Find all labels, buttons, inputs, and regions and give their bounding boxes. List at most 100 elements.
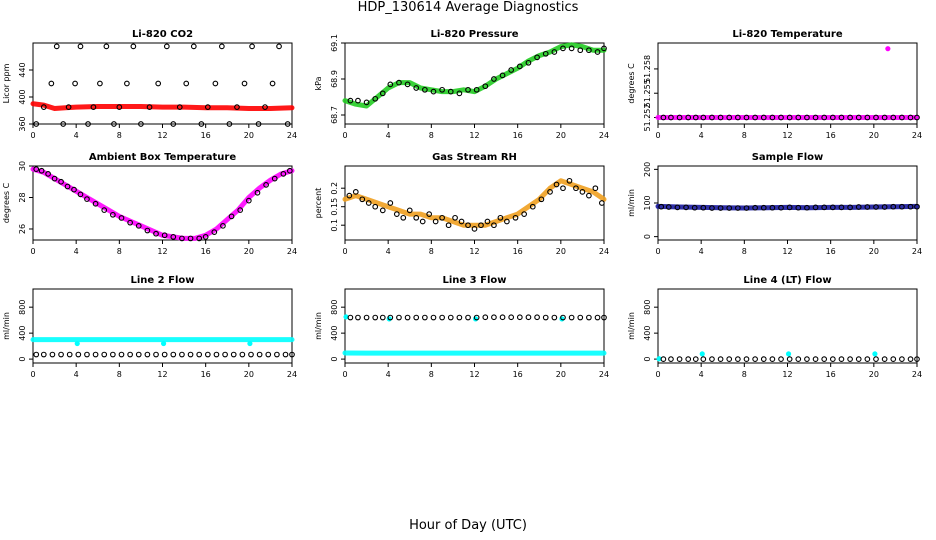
data-point — [413, 214, 420, 221]
data-point — [594, 49, 601, 55]
data-point — [743, 356, 750, 362]
y-axis-label: percent — [314, 188, 323, 219]
y-tick-label: 0 — [643, 357, 652, 362]
data-point — [534, 314, 540, 321]
data-point — [482, 314, 489, 321]
data-point — [881, 114, 888, 121]
x-tick-label: 20 — [869, 247, 879, 256]
x-tick-label: 4 — [699, 247, 704, 256]
panel-line-3-flow: Line 3 Flow ml/min 0 400 800 0 4 8 12 16 20 24 — [314, 275, 609, 379]
data-point-highlight — [386, 316, 392, 322]
x-tick-label: 4 — [74, 131, 79, 140]
data-point — [786, 204, 793, 211]
panel-sample-flow: Sample Flow ml/min 0 100 200 0 4 8 12 16 20 24 — [627, 152, 922, 256]
data-point — [534, 54, 540, 61]
data-point-highlight — [559, 316, 565, 322]
x-tick-label: 16 — [513, 370, 523, 379]
data-point — [53, 43, 60, 50]
data-point — [85, 121, 91, 127]
data-point — [187, 351, 194, 358]
data-point — [786, 114, 793, 121]
data-point — [847, 114, 853, 121]
data-point — [355, 97, 361, 104]
data-point-highlight — [885, 46, 891, 52]
data-point — [491, 314, 497, 321]
data-point — [873, 114, 879, 121]
data-point — [914, 203, 920, 210]
data-point — [255, 121, 262, 127]
data-point — [161, 232, 168, 239]
x-tick-label: 4 — [699, 131, 704, 140]
data-point — [573, 185, 579, 192]
data-point — [847, 356, 853, 362]
plot-frame — [657, 42, 918, 125]
data-point — [379, 314, 386, 321]
y-tick-label: 68.9 — [330, 70, 339, 88]
data-point — [542, 50, 549, 57]
x-tick-label: 0 — [342, 131, 347, 140]
data-point — [153, 230, 159, 237]
data-point — [577, 314, 584, 321]
data-point — [529, 203, 536, 210]
x-tick-label: 8 — [429, 247, 434, 256]
y-tick-label: 400 — [643, 325, 652, 340]
data-point — [387, 314, 394, 321]
data-point — [432, 218, 439, 225]
data-point — [812, 356, 819, 362]
data-point — [890, 203, 897, 210]
data-point — [890, 356, 897, 362]
data-point — [538, 196, 545, 203]
data-point — [665, 204, 672, 210]
data-point — [387, 200, 394, 206]
data-point — [752, 114, 758, 121]
x-tick-label: 8 — [742, 131, 747, 140]
data-point — [735, 356, 741, 362]
data-point — [838, 356, 845, 362]
data-point — [890, 114, 897, 121]
data-point — [77, 191, 84, 198]
data-point — [838, 204, 845, 211]
data-point — [560, 185, 566, 192]
data-point — [586, 192, 592, 199]
data-point — [222, 351, 228, 358]
x-tick-label: 20 — [244, 131, 254, 140]
data-point — [90, 104, 97, 110]
data-point — [760, 114, 767, 121]
data-point — [170, 351, 177, 358]
data-point — [778, 356, 784, 362]
data-point — [422, 86, 428, 93]
data-point — [84, 351, 90, 358]
data-point — [899, 114, 905, 121]
data-point — [717, 114, 724, 121]
data-point-highlight — [656, 356, 662, 362]
x-tick-label: 4 — [74, 247, 79, 256]
data-point — [110, 211, 116, 218]
data-point — [363, 314, 370, 321]
data-point — [282, 351, 289, 358]
data-point — [700, 356, 707, 362]
data-point — [717, 356, 724, 362]
data-point — [60, 121, 67, 127]
data-point — [560, 314, 566, 321]
x-tick-label: 12 — [469, 247, 479, 256]
panel-li-820-co2: Li-820 CO2 Licor ppm 360 400 440 0 4 8 12 16 20 24 — [2, 29, 297, 140]
data-point — [170, 121, 177, 127]
data-point — [465, 314, 471, 321]
data-point — [396, 314, 402, 321]
data-point — [668, 356, 674, 362]
data-point — [499, 72, 506, 79]
data-point — [907, 203, 914, 210]
x-tick-label: 12 — [469, 370, 479, 379]
data-point — [274, 351, 280, 358]
data-point — [553, 181, 560, 188]
x-tick-label: 16 — [826, 370, 836, 379]
data-point — [77, 43, 84, 50]
panel-title: Line 3 Flow — [443, 275, 507, 286]
x-tick-label: 8 — [742, 247, 747, 256]
data-point — [163, 43, 170, 50]
data-point — [760, 356, 767, 362]
data-point — [234, 104, 240, 110]
y-tick-label: 0 — [18, 357, 27, 362]
data-point — [795, 204, 802, 211]
x-tick-label: 12 — [782, 370, 792, 379]
